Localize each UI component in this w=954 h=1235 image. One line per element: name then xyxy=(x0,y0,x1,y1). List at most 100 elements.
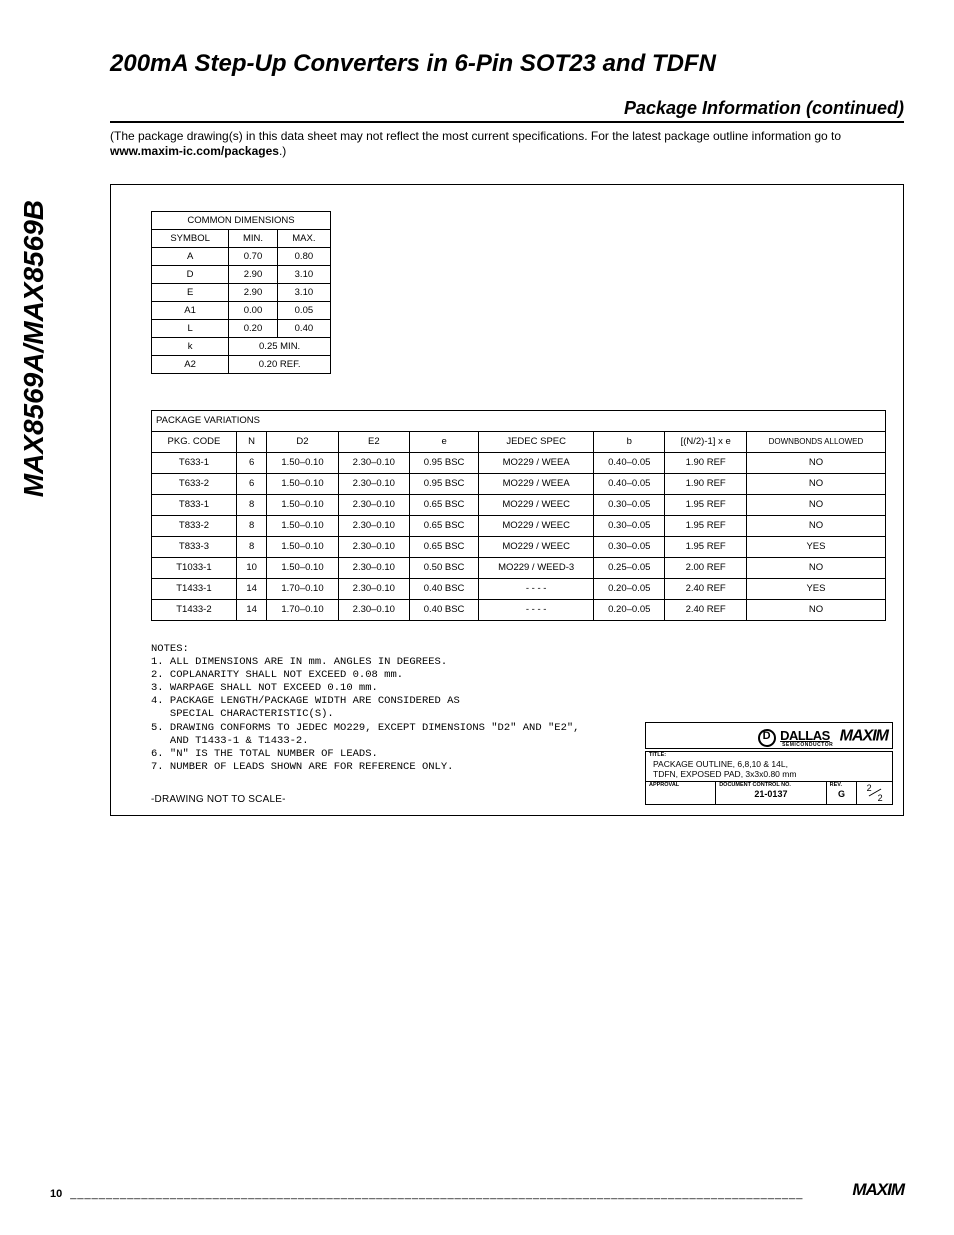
table-cell: 0.65 BSC xyxy=(409,494,478,515)
note-line: 2. COPLANARITY SHALL NOT EXCEED 0.08 mm. xyxy=(151,669,893,682)
table-cell: 2.40 REF xyxy=(665,578,747,599)
table-cell: NO xyxy=(746,599,885,620)
table-cell: 0.00 xyxy=(229,301,278,319)
table-header: MIN. xyxy=(229,229,278,247)
tb-sheet-d: 2 xyxy=(878,793,883,803)
note-line: SPECIAL CHARACTERISTIC(S). xyxy=(151,708,893,721)
table-cell: 0.40 BSC xyxy=(409,578,478,599)
table-cell: A xyxy=(152,247,229,265)
table-header: b xyxy=(594,431,665,452)
table-cell: 0.20–0.05 xyxy=(594,599,665,620)
table-cell: D xyxy=(152,265,229,283)
table-cell: T1033-1 xyxy=(152,557,237,578)
part-number-vertical: MAX8569A/MAX8569B xyxy=(18,200,50,497)
table-cell: T833-1 xyxy=(152,494,237,515)
dallas-sub-text: SEMICONDUCTOR xyxy=(782,742,833,748)
table-header: D2 xyxy=(267,431,338,452)
common-dim-caption: COMMON DIMENSIONS xyxy=(152,211,331,229)
table-cell: - - - - xyxy=(479,599,594,620)
table-cell: MO229 / WEEC xyxy=(479,494,594,515)
common-dimensions-table: COMMON DIMENSIONS SYMBOL MIN. MAX. A0.70… xyxy=(151,211,331,374)
table-cell: 2.30–0.10 xyxy=(338,494,409,515)
table-cell: T1433-2 xyxy=(152,599,237,620)
table-cell: NO xyxy=(746,557,885,578)
maxim-logo: MAXIM xyxy=(840,728,888,745)
table-cell: 0.80 xyxy=(277,247,330,265)
table-cell: MO229 / WEEC xyxy=(479,536,594,557)
notes-heading: NOTES: xyxy=(151,643,893,656)
table-cell: 1.70–0.10 xyxy=(267,599,338,620)
table-cell: 0.30–0.05 xyxy=(594,536,665,557)
table-cell: 2.30–0.10 xyxy=(338,515,409,536)
table-cell: 2.40 REF xyxy=(665,599,747,620)
packages-link[interactable]: www.maxim-ic.com/packages xyxy=(110,144,279,158)
table-cell: 1.95 REF xyxy=(665,536,747,557)
table-cell: 14 xyxy=(236,578,266,599)
table-cell: k xyxy=(152,337,229,355)
table-cell: 0.50 BSC xyxy=(409,557,478,578)
page-footer: 10 _____________________________________… xyxy=(50,1180,904,1200)
table-cell: 1.50–0.10 xyxy=(267,473,338,494)
table-cell: 2.30–0.10 xyxy=(338,452,409,473)
section-header: Package Information (continued) xyxy=(110,98,904,123)
table-cell: 10 xyxy=(236,557,266,578)
table-cell: 0.25–0.05 xyxy=(594,557,665,578)
table-cell: T1433-1 xyxy=(152,578,237,599)
table-cell: 2.90 xyxy=(229,265,278,283)
tb-sheet-fraction: 2 2 xyxy=(864,784,886,802)
page-number: 10 xyxy=(50,1188,70,1200)
table-cell: NO xyxy=(746,452,885,473)
table-cell: 0.65 BSC xyxy=(409,515,478,536)
table-cell: 3.10 xyxy=(277,265,330,283)
dallas-logo: D DALLAS SEMICONDUCTOR xyxy=(758,727,834,748)
table-cell: 2.30–0.10 xyxy=(338,599,409,620)
table-cell: 0.40 xyxy=(277,319,330,337)
table-cell: T633-2 xyxy=(152,473,237,494)
table-cell: MO229 / WEEC xyxy=(479,515,594,536)
table-cell: 1.70–0.10 xyxy=(267,578,338,599)
note-line: 4. PACKAGE LENGTH/PACKAGE WIDTH ARE CONS… xyxy=(151,695,893,708)
table-cell: 0.20–0.05 xyxy=(594,578,665,599)
table-cell: NO xyxy=(746,515,885,536)
table-header: DOWNBONDS ALLOWED xyxy=(746,431,885,452)
tb-title-line1: PACKAGE OUTLINE, 6,8,10 & 14L, xyxy=(649,759,889,770)
table-cell: A1 xyxy=(152,301,229,319)
table-cell: 1.50–0.10 xyxy=(267,536,338,557)
table-cell: 8 xyxy=(236,494,266,515)
table-header: N xyxy=(236,431,266,452)
table-cell: YES xyxy=(746,536,885,557)
table-cell: 6 xyxy=(236,452,266,473)
table-cell: T633-1 xyxy=(152,452,237,473)
table-cell: 0.20 REF. xyxy=(229,355,331,373)
tb-sheet-n: 2 xyxy=(867,783,872,793)
table-cell: 0.65 BSC xyxy=(409,536,478,557)
intro-text-b: .) xyxy=(279,144,286,158)
title-block: D DALLAS SEMICONDUCTOR MAXIM TITLE: PACK… xyxy=(645,722,893,805)
intro-text-a: (The package drawing(s) in this data she… xyxy=(110,129,841,143)
table-cell: MO229 / WEED-3 xyxy=(479,557,594,578)
table-cell: 0.40–0.05 xyxy=(594,452,665,473)
table-header: MAX. xyxy=(277,229,330,247)
table-cell: A2 xyxy=(152,355,229,373)
table-cell: NO xyxy=(746,473,885,494)
tb-doc-no: 21-0137 xyxy=(719,789,822,799)
tb-approval-label: APPROVAL xyxy=(649,783,712,789)
tb-rev: G xyxy=(830,789,854,799)
table-cell: E xyxy=(152,283,229,301)
table-cell: 0.40 BSC xyxy=(409,599,478,620)
table-cell: T833-2 xyxy=(152,515,237,536)
table-cell: L xyxy=(152,319,229,337)
table-header: PKG. CODE xyxy=(152,431,237,452)
table-header: E2 xyxy=(338,431,409,452)
tb-title-line2: TDFN, EXPOSED PAD, 3x3x0.80 mm xyxy=(649,769,889,780)
table-cell: 14 xyxy=(236,599,266,620)
table-cell: 6 xyxy=(236,473,266,494)
table-cell: 2.30–0.10 xyxy=(338,473,409,494)
table-cell: 8 xyxy=(236,515,266,536)
table-cell: NO xyxy=(746,494,885,515)
table-cell: 1.50–0.10 xyxy=(267,452,338,473)
dallas-d-icon: D xyxy=(758,729,776,747)
footer-underline: ________________________________________… xyxy=(70,1188,846,1200)
table-cell: 1.90 REF xyxy=(665,452,747,473)
table-header: SYMBOL xyxy=(152,229,229,247)
